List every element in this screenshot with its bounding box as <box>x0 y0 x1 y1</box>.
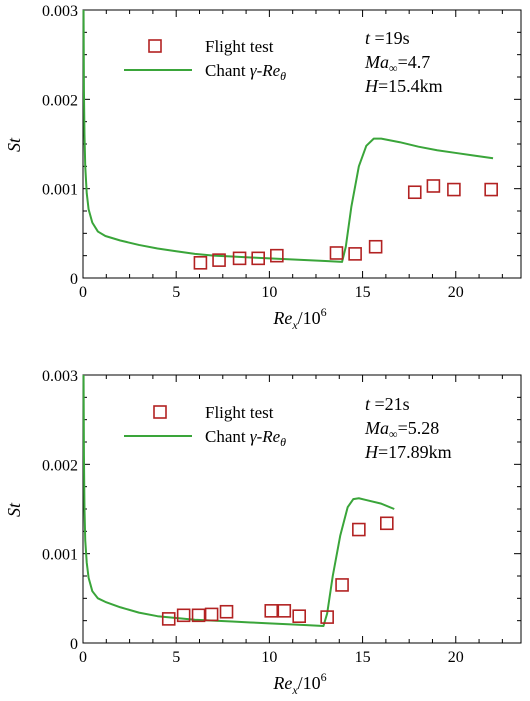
data-point-flight-test <box>193 256 208 270</box>
chart-panel-bottom: 0 5 10 15 20 0 0.001 0.002 0.003 St Rex/106 Fli… <box>4 368 522 697</box>
x-tick-label: 0 <box>79 649 87 666</box>
annotation-altitude: H=17.89km <box>364 442 452 462</box>
chart-panel-top: 0 5 10 15 20 0 0.001 0.002 0.003 St Rex/106 Fli… <box>4 3 522 332</box>
data-point-flight-test <box>426 179 441 193</box>
data-point-flight-test <box>348 247 362 261</box>
data-point-flight-test <box>352 522 366 537</box>
annotation-mach: Ma∞=4.7 <box>364 52 430 75</box>
y-axis-label: St <box>4 502 24 517</box>
x-ticks: 0 5 10 15 20 <box>79 375 503 666</box>
x-axis-label: Rex/106 <box>272 670 326 697</box>
annotation-time: t =19s <box>365 28 410 48</box>
legend-label-chant: Chant γ-Reθ <box>205 427 286 449</box>
data-point-flight-test <box>380 516 394 531</box>
y-tick-label: 0.002 <box>42 457 78 474</box>
data-point-flight-test <box>329 246 344 260</box>
y-tick-label: 0 <box>70 271 78 288</box>
data-point-flight-test <box>191 608 206 623</box>
y-tick-label: 0.003 <box>42 368 78 385</box>
data-point-flight-test <box>292 609 307 624</box>
annotation-mach: Ma∞=5.28 <box>364 418 439 441</box>
x-tick-label: 20 <box>448 649 464 666</box>
data-point-flight-test <box>320 610 334 624</box>
data-point-flight-test <box>219 604 234 619</box>
data-point-flight-test <box>161 612 176 626</box>
data-point-flight-test <box>270 248 284 263</box>
x-tick-label: 15 <box>355 649 371 666</box>
data-point-flight-test <box>232 251 247 266</box>
model-line-layer <box>82 374 395 628</box>
data-point-flight-test <box>407 185 422 200</box>
plot-frame <box>82 374 522 644</box>
condition-annotations: t =19s Ma∞=4.7 H=15.4km <box>364 28 443 96</box>
data-point-flight-test <box>447 182 461 197</box>
condition-annotations: t =21s Ma∞=5.28 H=17.89km <box>364 394 452 462</box>
data-point-flight-test <box>204 607 219 622</box>
flight-test-markers <box>193 179 498 270</box>
x-tick-label: 10 <box>261 284 277 301</box>
y-ticks: 0 0.001 0.002 0.003 <box>42 3 521 288</box>
data-point-flight-test <box>176 608 191 623</box>
data-point-flight-test <box>251 251 265 266</box>
data-point-flight-test <box>277 604 292 618</box>
legend-label-flight-test: Flight test <box>205 37 274 56</box>
legend-marker-flight-test <box>148 39 162 53</box>
legend: Flight test Chant γ-Reθ <box>124 37 286 83</box>
data-point-flight-test <box>335 578 349 592</box>
y-tick-label: 0 <box>70 636 78 653</box>
x-tick-label: 15 <box>355 284 371 301</box>
data-point-flight-test <box>484 182 498 197</box>
y-tick-label: 0.003 <box>42 3 78 20</box>
data-point-flight-test <box>264 604 279 618</box>
x-tick-label: 5 <box>172 649 180 666</box>
x-tick-label: 20 <box>448 284 464 301</box>
data-point-flight-test <box>368 239 383 254</box>
legend-marker-flight-test <box>153 405 167 419</box>
x-ticks: 0 5 10 15 20 <box>79 10 503 301</box>
annotation-time: t =21s <box>365 394 410 414</box>
x-axis-label: Rex/106 <box>272 305 326 332</box>
legend-label-chant: Chant γ-Reθ <box>205 61 286 83</box>
flight-test-markers <box>161 516 394 626</box>
data-point-flight-test <box>212 253 226 267</box>
y-tick-label: 0.001 <box>42 547 78 564</box>
y-tick-label: 0.002 <box>42 92 78 109</box>
x-tick-label: 5 <box>172 284 180 301</box>
series-line-chant <box>82 374 395 628</box>
y-axis-label: St <box>4 137 24 152</box>
series-line-chant <box>82 9 494 263</box>
legend: Flight test Chant γ-Reθ <box>124 403 286 449</box>
y-tick-label: 0.001 <box>42 182 78 199</box>
x-tick-label: 10 <box>261 649 277 666</box>
annotation-altitude: H=15.4km <box>364 76 443 96</box>
x-tick-label: 0 <box>79 284 87 301</box>
legend-label-flight-test: Flight test <box>205 403 274 422</box>
y-ticks: 0 0.001 0.002 0.003 <box>42 368 521 653</box>
model-line-layer <box>82 9 494 263</box>
